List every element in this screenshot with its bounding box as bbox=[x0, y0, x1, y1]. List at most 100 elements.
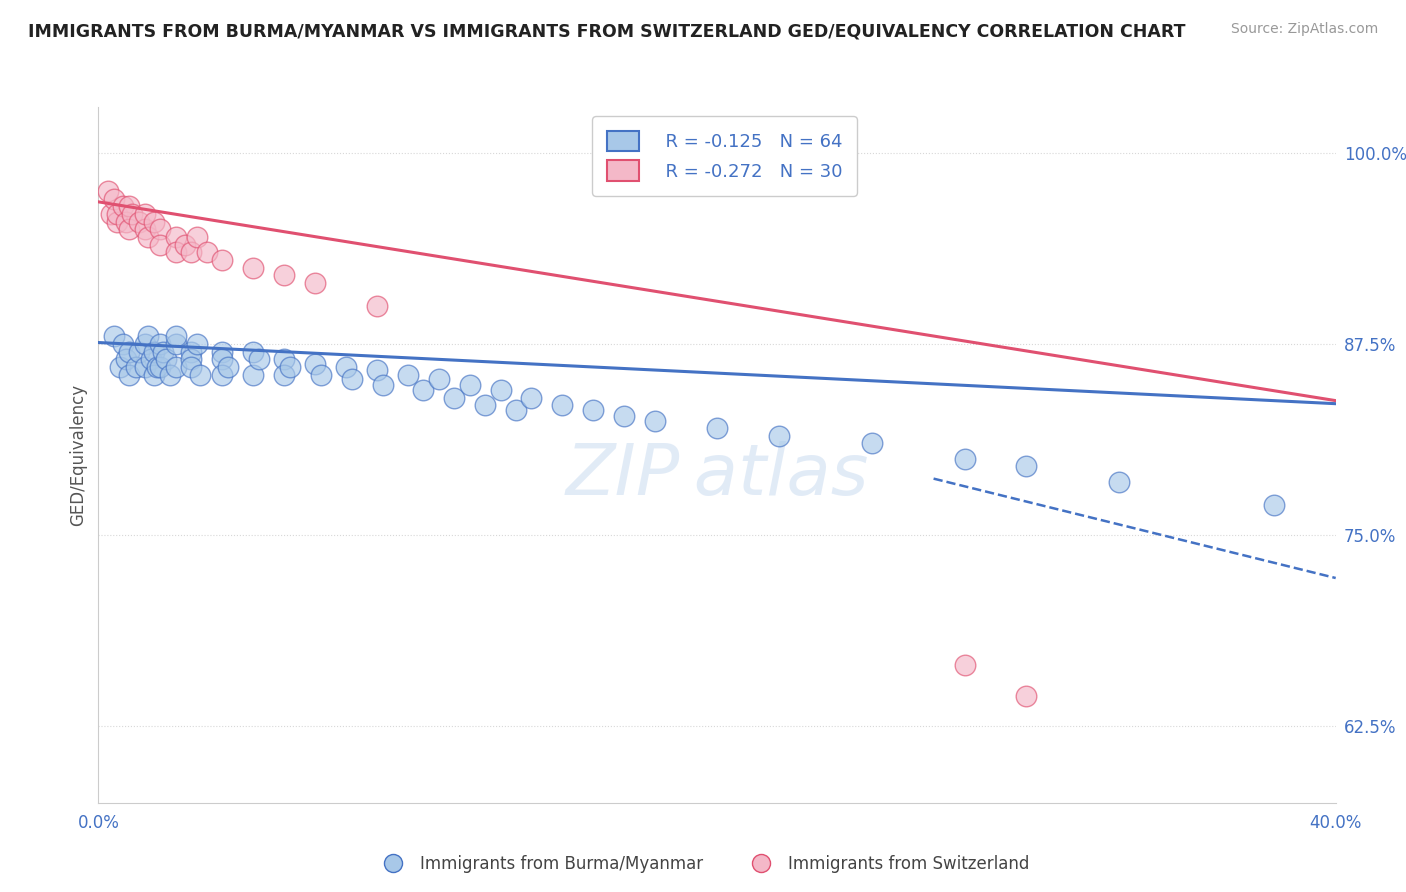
Point bbox=[105, 215, 128, 229]
Point bbox=[180, 344, 202, 359]
Point bbox=[103, 329, 125, 343]
Legend:   R = -0.125   N = 64,   R = -0.272   N = 30: R = -0.125 N = 64, R = -0.272 N = 30 bbox=[592, 116, 856, 195]
Point bbox=[97, 184, 120, 198]
Point bbox=[143, 344, 166, 359]
Point bbox=[273, 352, 295, 367]
Point bbox=[165, 230, 187, 244]
Point bbox=[443, 391, 465, 405]
Point bbox=[124, 359, 146, 374]
Point bbox=[242, 368, 264, 382]
Point bbox=[1263, 498, 1285, 512]
Point bbox=[118, 344, 141, 359]
Point bbox=[118, 368, 141, 382]
Point bbox=[371, 378, 394, 392]
Text: Source: ZipAtlas.com: Source: ZipAtlas.com bbox=[1230, 22, 1378, 37]
Legend: Immigrants from Burma/Myanmar, Immigrants from Switzerland: Immigrants from Burma/Myanmar, Immigrant… bbox=[370, 848, 1036, 880]
Point bbox=[427, 372, 450, 386]
Point bbox=[152, 344, 174, 359]
Point bbox=[134, 359, 156, 374]
Point bbox=[143, 368, 166, 382]
Point bbox=[128, 344, 150, 359]
Point bbox=[103, 192, 125, 206]
Point bbox=[108, 359, 131, 374]
Point bbox=[613, 409, 636, 423]
Point bbox=[118, 222, 141, 236]
Y-axis label: GED/Equivalency: GED/Equivalency bbox=[69, 384, 87, 526]
Point bbox=[180, 359, 202, 374]
Point bbox=[366, 363, 388, 377]
Point bbox=[273, 368, 295, 382]
Point bbox=[190, 368, 212, 382]
Point bbox=[211, 344, 233, 359]
Point bbox=[340, 372, 363, 386]
Point bbox=[1015, 459, 1038, 474]
Point bbox=[582, 402, 605, 417]
Point bbox=[211, 352, 233, 367]
Point bbox=[174, 237, 197, 252]
Point bbox=[136, 329, 159, 343]
Point bbox=[159, 368, 181, 382]
Point bbox=[551, 398, 574, 412]
Point bbox=[146, 359, 169, 374]
Point bbox=[304, 357, 326, 371]
Point bbox=[149, 359, 172, 374]
Point bbox=[128, 215, 150, 229]
Point bbox=[1015, 689, 1038, 703]
Point bbox=[105, 207, 128, 221]
Point bbox=[768, 429, 790, 443]
Point bbox=[520, 391, 543, 405]
Point bbox=[186, 230, 208, 244]
Point bbox=[953, 451, 976, 466]
Point bbox=[100, 207, 122, 221]
Point bbox=[247, 352, 270, 367]
Point bbox=[165, 329, 187, 343]
Point bbox=[165, 245, 187, 260]
Point bbox=[211, 252, 233, 267]
Point bbox=[165, 337, 187, 351]
Point bbox=[335, 359, 357, 374]
Text: ZIP atlas: ZIP atlas bbox=[565, 442, 869, 510]
Point bbox=[180, 352, 202, 367]
Point bbox=[195, 245, 218, 260]
Point bbox=[1108, 475, 1130, 489]
Point bbox=[180, 245, 202, 260]
Point bbox=[953, 658, 976, 673]
Point bbox=[278, 359, 301, 374]
Point bbox=[217, 359, 239, 374]
Point bbox=[118, 199, 141, 213]
Point bbox=[412, 383, 434, 397]
Point bbox=[136, 230, 159, 244]
Point bbox=[115, 352, 138, 367]
Point bbox=[489, 383, 512, 397]
Point bbox=[165, 359, 187, 374]
Point bbox=[155, 352, 177, 367]
Point bbox=[211, 368, 233, 382]
Point bbox=[644, 413, 666, 427]
Point bbox=[134, 222, 156, 236]
Point bbox=[860, 436, 883, 450]
Point bbox=[458, 378, 481, 392]
Point bbox=[139, 352, 162, 367]
Point bbox=[149, 222, 172, 236]
Point bbox=[186, 337, 208, 351]
Text: IMMIGRANTS FROM BURMA/MYANMAR VS IMMIGRANTS FROM SWITZERLAND GED/EQUIVALENCY COR: IMMIGRANTS FROM BURMA/MYANMAR VS IMMIGRA… bbox=[28, 22, 1185, 40]
Point bbox=[366, 299, 388, 313]
Point bbox=[115, 215, 138, 229]
Point bbox=[706, 421, 728, 435]
Point bbox=[304, 276, 326, 290]
Point bbox=[309, 368, 332, 382]
Point bbox=[273, 268, 295, 283]
Point bbox=[242, 260, 264, 275]
Point bbox=[134, 207, 156, 221]
Point bbox=[242, 344, 264, 359]
Point bbox=[112, 199, 135, 213]
Point bbox=[112, 337, 135, 351]
Point bbox=[396, 368, 419, 382]
Point bbox=[149, 237, 172, 252]
Point bbox=[121, 207, 143, 221]
Point bbox=[505, 402, 527, 417]
Point bbox=[149, 337, 172, 351]
Point bbox=[134, 337, 156, 351]
Point bbox=[143, 215, 166, 229]
Point bbox=[474, 398, 496, 412]
